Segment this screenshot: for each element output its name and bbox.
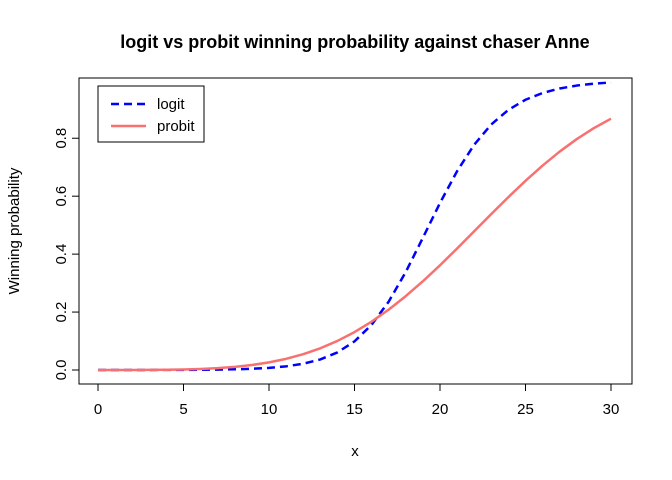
x-tick-label: 10: [261, 401, 278, 418]
legend-box: [97, 85, 205, 143]
y-tick-label: 0.8: [53, 128, 70, 149]
legend-label-logit: logit: [157, 96, 185, 113]
y-axis: 0.0 0.2 0.4 0.6 0.8: [53, 128, 80, 381]
y-tick-label: 0.6: [53, 186, 70, 207]
series-line-probit: [97, 117, 612, 372]
x-tick-label: 15: [346, 401, 363, 418]
y-tick-label: 0.2: [53, 302, 70, 323]
x-axis-label: x: [351, 443, 359, 460]
chart-title: logit vs probit winning probability agai…: [120, 32, 589, 52]
x-tick-label: 30: [603, 401, 620, 418]
x-tick-label: 25: [517, 401, 534, 418]
legend: logit probit: [97, 85, 205, 143]
x-tick-label: 20: [432, 401, 449, 418]
y-axis-label: Winning probability: [6, 167, 23, 294]
x-tick-label: 0: [94, 401, 102, 418]
series-layer: [97, 81, 612, 372]
x-axis: 0 5 10 15 20 25 30: [94, 383, 620, 418]
x-tick-label: 5: [179, 401, 187, 418]
legend-label-probit: probit: [157, 118, 195, 135]
y-tick-label: 0.4: [53, 244, 70, 265]
y-tick-label: 0.0: [53, 360, 70, 381]
